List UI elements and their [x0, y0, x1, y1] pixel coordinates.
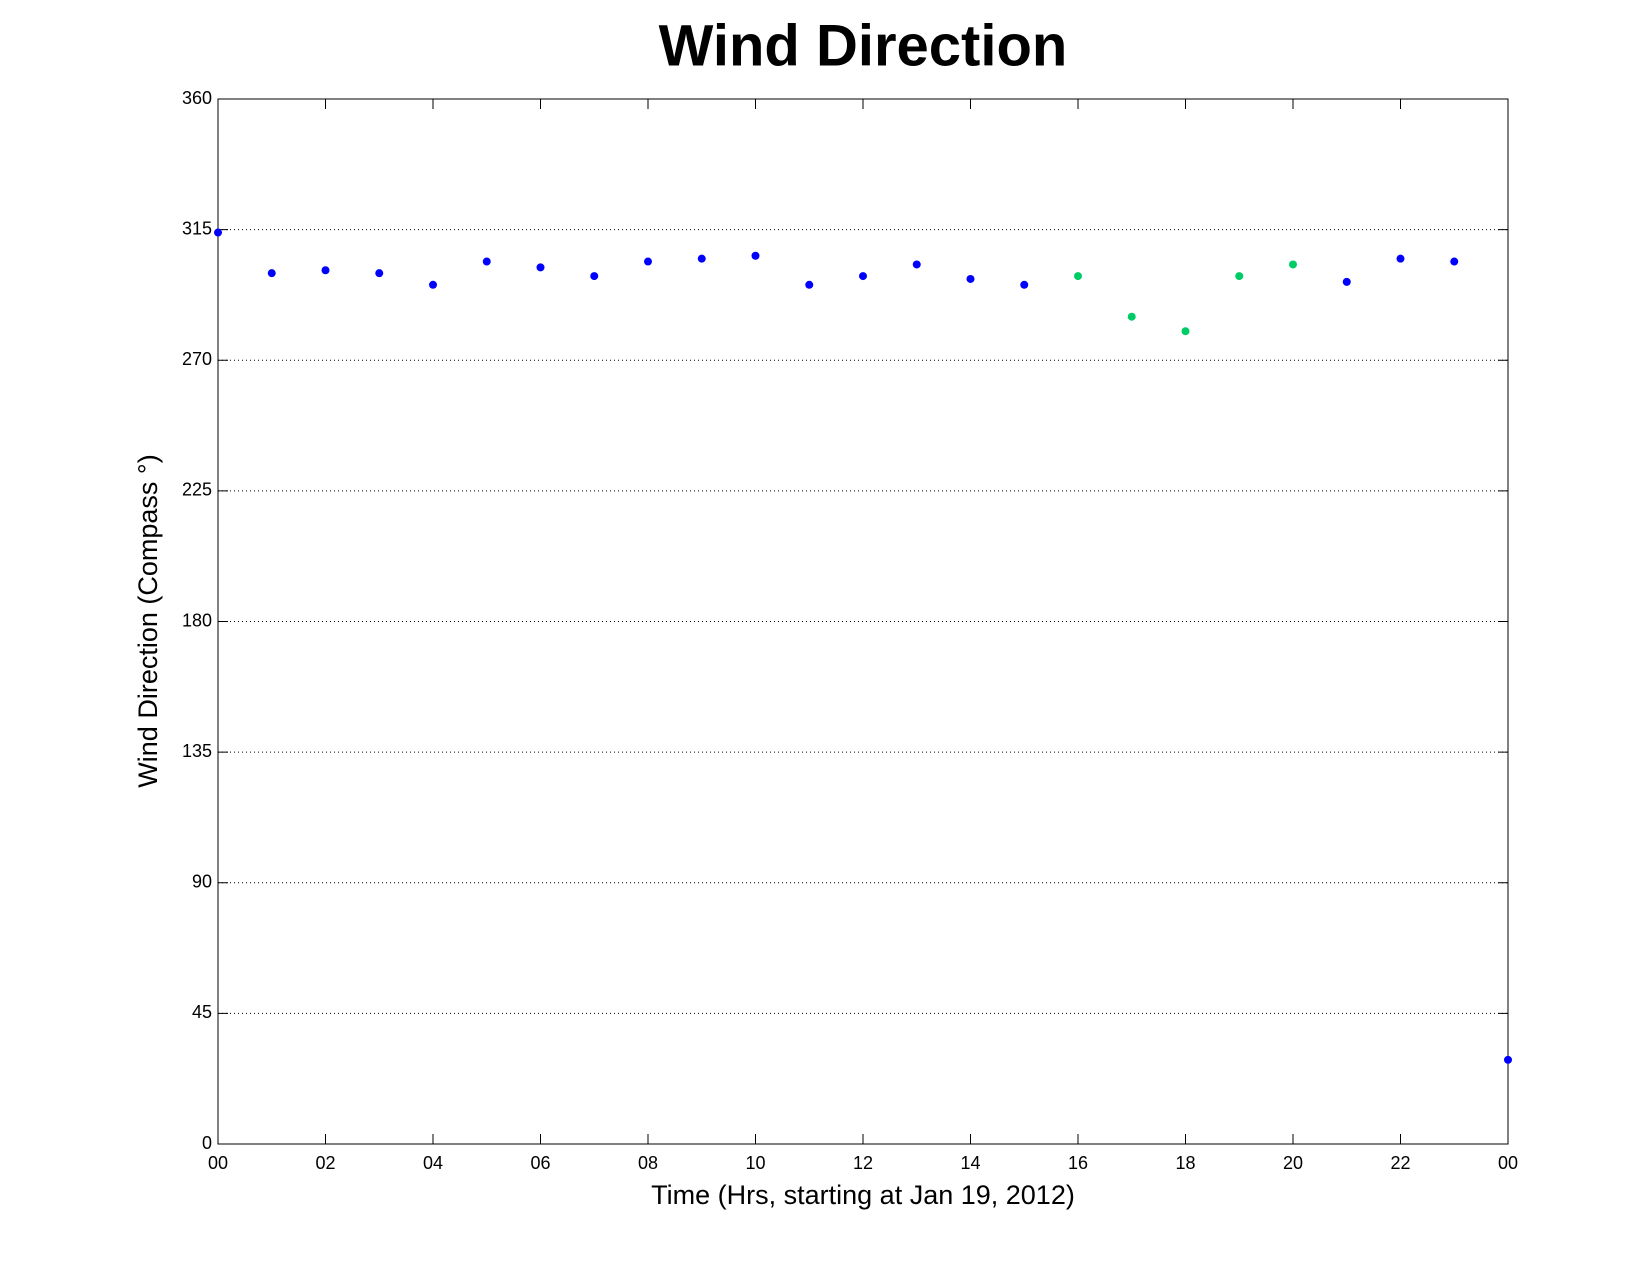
point — [536, 263, 545, 272]
x-tick-label: 16 — [1068, 1153, 1088, 1173]
point — [214, 228, 222, 237]
point — [267, 269, 276, 278]
y-tick-label: 225 — [182, 480, 212, 500]
y-tick-label: 180 — [182, 610, 212, 630]
chart-title: Wind Direction — [659, 13, 1068, 78]
x-tick-label: 12 — [853, 1153, 873, 1173]
x-tick-label: 20 — [1283, 1153, 1303, 1173]
point — [1504, 1055, 1512, 1064]
x-tick-label: 18 — [1175, 1153, 1195, 1173]
x-tick-label: 06 — [530, 1153, 550, 1173]
y-tick-label: 45 — [192, 1002, 212, 1022]
y-tick-label: 270 — [182, 349, 212, 369]
y-tick-label: 315 — [182, 218, 212, 238]
point — [966, 274, 975, 283]
point — [1127, 312, 1136, 321]
x-tick-label: 14 — [960, 1153, 980, 1173]
point — [375, 269, 384, 278]
point — [805, 280, 814, 289]
x-axis-label: Time (Hrs, starting at Jan 19, 2012) — [651, 1180, 1075, 1210]
point — [912, 260, 921, 269]
y-tick-label: 360 — [182, 88, 212, 108]
x-tick-label: 22 — [1390, 1153, 1410, 1173]
x-tick-label: 08 — [638, 1153, 658, 1173]
x-tick-label: 02 — [315, 1153, 335, 1173]
point — [1020, 280, 1029, 289]
point — [482, 257, 491, 266]
point — [1289, 260, 1297, 269]
point — [1181, 327, 1190, 336]
point — [1450, 257, 1459, 266]
point — [1342, 277, 1351, 286]
point — [429, 280, 437, 289]
point — [1074, 272, 1082, 281]
x-tick-label: 00 — [208, 1153, 228, 1173]
point — [590, 272, 599, 281]
point — [644, 257, 652, 266]
point — [751, 251, 760, 260]
point — [697, 254, 706, 263]
x-tick-label: 04 — [423, 1153, 443, 1173]
point — [1235, 272, 1244, 281]
y-tick-label: 90 — [192, 872, 212, 892]
y-axis-label: Wind Direction (Compass °) — [133, 454, 163, 787]
y-tick-label: 0 — [202, 1133, 212, 1153]
plot-frame — [217, 98, 1509, 1145]
x-tick-label: 00 — [1498, 1153, 1518, 1173]
x-tick-label: 10 — [745, 1153, 765, 1173]
point — [1396, 254, 1405, 263]
y-tick-label: 135 — [182, 741, 212, 761]
point — [321, 266, 330, 275]
point — [859, 272, 867, 281]
